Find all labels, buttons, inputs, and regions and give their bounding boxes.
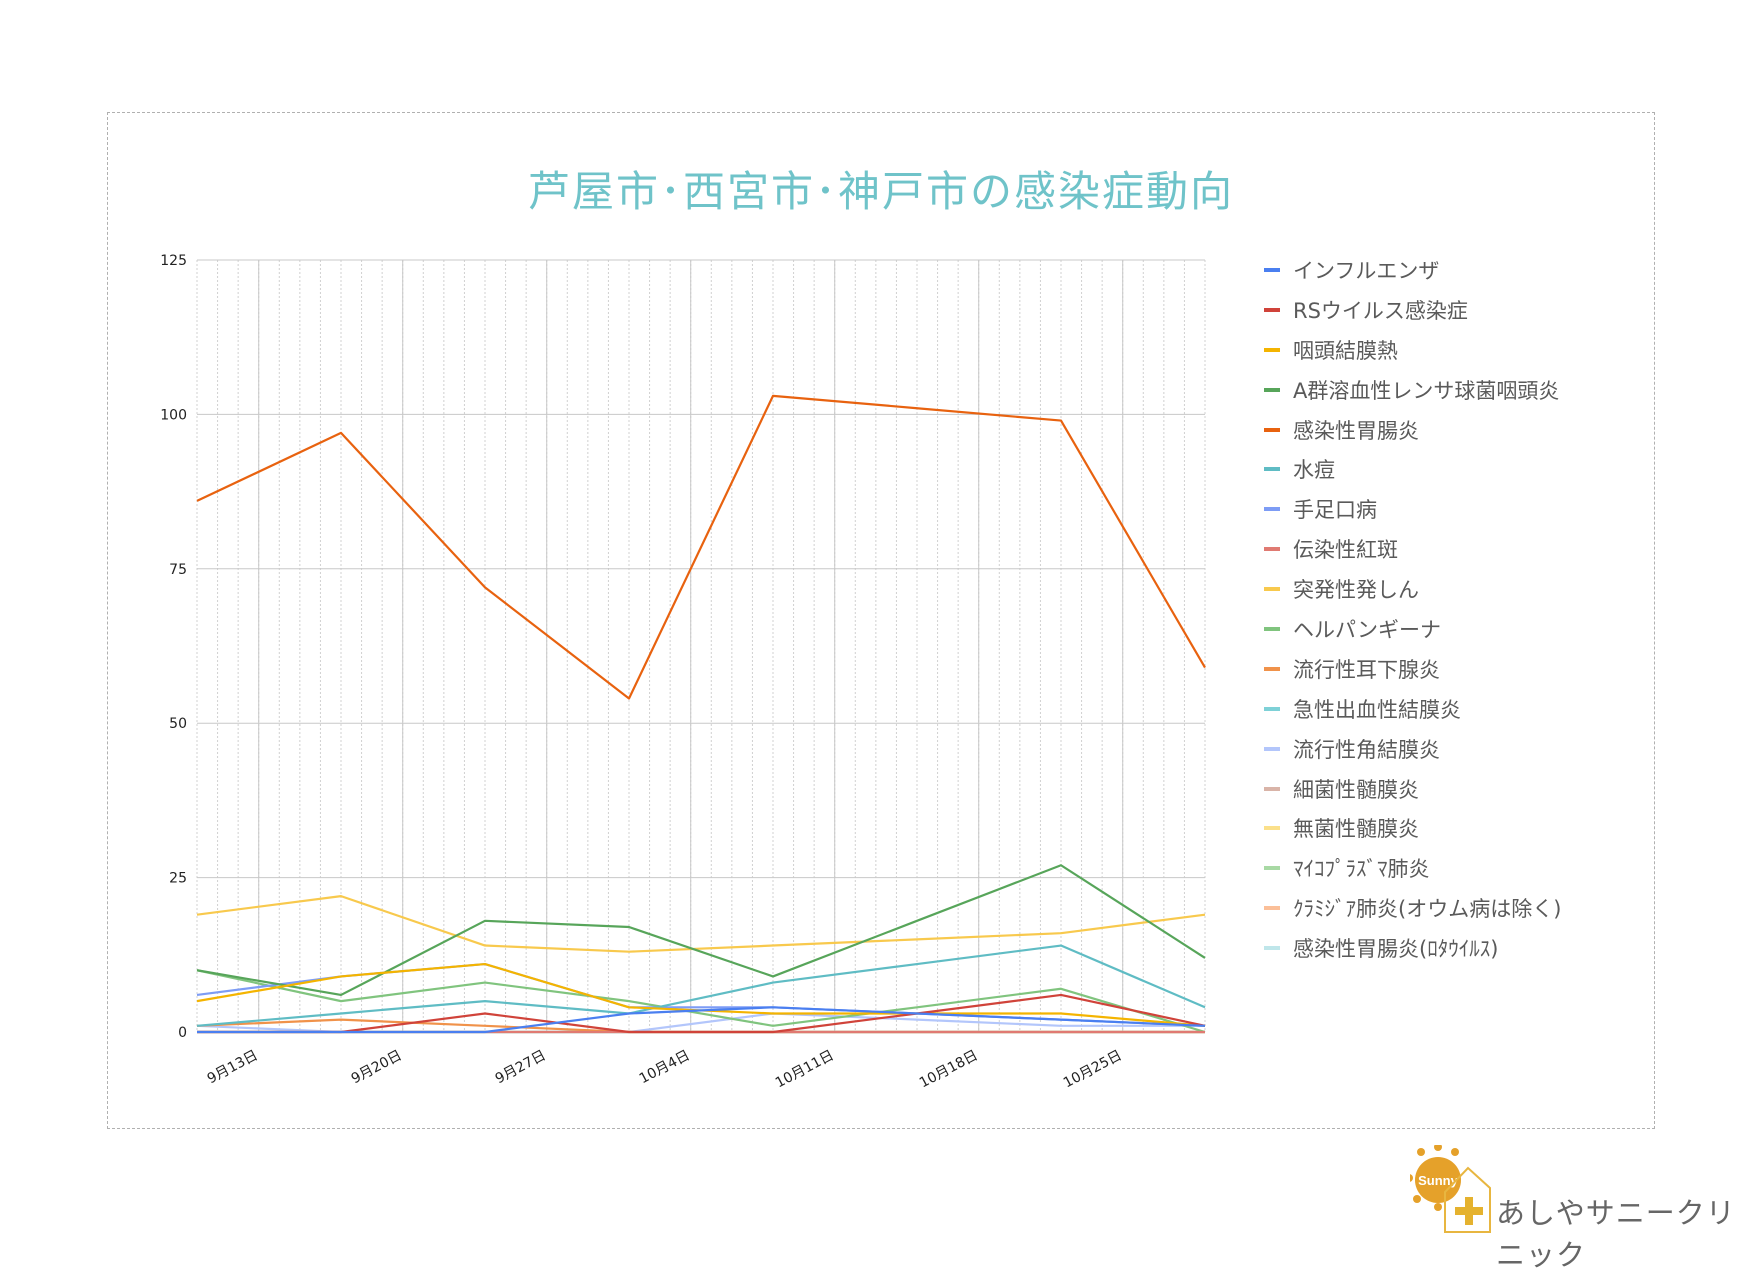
line-chart: 9月13日 9月20日 9月27日 10月4日 10月11日 10月18日 10月25日 0 2…: [160, 253, 1206, 1091]
legend-label: 感染性胃腸炎: [1293, 418, 1419, 443]
y-tick-label: 25: [169, 871, 187, 887]
series-line: [197, 993, 1206, 1034]
legend-item: 水痘: [1264, 449, 1561, 489]
legend-swatch: [1264, 467, 1280, 472]
legend-swatch: [1264, 587, 1280, 592]
legend-label: ヘルパンギーナ: [1293, 617, 1442, 642]
legend-label: 感染性胃腸炎(ﾛﾀｳｲﾙｽ): [1293, 937, 1499, 962]
series-line: [196, 895, 1206, 953]
legend-label: 細菌性髄膜炎: [1293, 777, 1419, 802]
legend-item: 無菌性髄膜炎: [1264, 808, 1561, 848]
clinic-name: あしやサニークリニック: [1496, 1196, 1736, 1272]
x-tick-label: 10月18日: [917, 1047, 981, 1091]
legend-item: ｸﾗﾐｼﾞｱ肺炎(オウム病は除く): [1264, 888, 1561, 928]
legend-item: 伝染性紅斑: [1264, 529, 1561, 569]
clinic-logo: Sunny: [1410, 1145, 1491, 1233]
legend-item: 感染性胃腸炎(ﾛﾀｳｲﾙｽ): [1264, 928, 1561, 968]
legend-item: 感染性胃腸炎: [1264, 410, 1561, 450]
legend: インフルエンザ RSウイルス感染症 咽頭結膜熱 A群溶血性レンサ球菌咽頭炎 感染性胃腸炎…: [1264, 250, 1561, 968]
legend-swatch: [1264, 387, 1280, 392]
legend-swatch: [1264, 906, 1280, 911]
legend-swatch: [1264, 946, 1280, 951]
legend-swatch: [1264, 507, 1280, 512]
cross-icon: [1455, 1197, 1483, 1225]
logo-mark-text: Sunny: [1418, 1173, 1458, 1188]
legend-swatch: [1264, 626, 1280, 631]
legend-item: 手足口病: [1264, 489, 1561, 529]
y-tick-label: 75: [169, 562, 187, 578]
x-tick-label: 9月20日: [349, 1047, 405, 1087]
legend-label: 無菌性髄膜炎: [1293, 817, 1419, 842]
y-tick-label: 50: [169, 716, 187, 732]
x-tick-label: 10月4日: [637, 1047, 693, 1087]
legend-item: 突発性発しん: [1264, 569, 1561, 609]
legend-label: 流行性角結膜炎: [1293, 737, 1440, 762]
legend-swatch: [1264, 866, 1280, 871]
legend-swatch: [1264, 666, 1280, 671]
sun-icon: [1410, 1145, 1461, 1211]
legend-swatch: [1264, 706, 1280, 711]
legend-label: 水痘: [1293, 458, 1335, 483]
legend-label: 咽頭結膜熱: [1293, 338, 1398, 363]
legend-item: インフルエンザ: [1264, 250, 1561, 290]
legend-item: 急性出血性結膜炎: [1264, 689, 1561, 729]
series-line: [196, 1012, 1205, 1034]
legend-item: ﾏｲｺﾌﾟﾗｽﾞﾏ肺炎: [1264, 848, 1561, 888]
legend-label: A群溶血性レンサ球菌咽頭炎: [1293, 378, 1560, 403]
legend-item: 流行性角結膜炎: [1264, 729, 1561, 769]
house-icon: [1444, 1166, 1491, 1233]
legend-label: 手足口病: [1293, 498, 1377, 523]
legend-label: ﾏｲｺﾌﾟﾗｽﾞﾏ肺炎: [1293, 857, 1430, 882]
legend-item: 細菌性髄膜炎: [1264, 769, 1561, 809]
x-tick-label: 10月11日: [773, 1047, 837, 1091]
x-tick-label: 9月13日: [205, 1047, 261, 1087]
series-line: [197, 1006, 1206, 1034]
legend-swatch: [1264, 267, 1280, 272]
legend-item: 流行性耳下腺炎: [1264, 649, 1561, 689]
legend-item: A群溶血性レンサ球菌咽頭炎: [1264, 370, 1561, 410]
legend-swatch: [1264, 427, 1280, 432]
series-line: [196, 969, 1206, 1034]
legend-label: インフルエンザ: [1293, 258, 1440, 283]
legend-label: 突発性発しん: [1293, 578, 1419, 603]
series-line: [196, 864, 1206, 997]
legend-label: RSウイルス感染症: [1293, 298, 1468, 323]
series-line: [196, 944, 1206, 1027]
legend-label: 流行性耳下腺炎: [1293, 657, 1440, 682]
y-tick-label: 125: [160, 253, 187, 269]
legend-label: ｸﾗﾐｼﾞｱ肺炎(オウム病は除く): [1293, 897, 1562, 922]
legend-item: ヘルパンギーナ: [1264, 609, 1561, 649]
legend-swatch: [1264, 307, 1280, 312]
legend-swatch: [1264, 826, 1280, 831]
series-line: [196, 394, 1206, 700]
chart-title: 芦屋市･西宮市･神戸市の感染症動向: [527, 167, 1234, 216]
legend-label: 伝染性紅斑: [1293, 538, 1398, 563]
x-tick-label: 9月27日: [493, 1047, 549, 1087]
legend-swatch: [1264, 786, 1280, 791]
legend-swatch: [1264, 746, 1280, 751]
legend-swatch: [1264, 347, 1280, 352]
legend-swatch: [1264, 547, 1280, 552]
legend-item: RSウイルス感染症: [1264, 290, 1561, 330]
legend-label: 急性出血性結膜炎: [1293, 697, 1461, 722]
legend-item: 咽頭結膜熱: [1264, 330, 1561, 370]
chart-frame: [107, 112, 1655, 1129]
x-tick-label: 10月25日: [1061, 1047, 1125, 1091]
y-tick-label: 100: [160, 407, 187, 423]
y-tick-label: 0: [178, 1025, 187, 1041]
